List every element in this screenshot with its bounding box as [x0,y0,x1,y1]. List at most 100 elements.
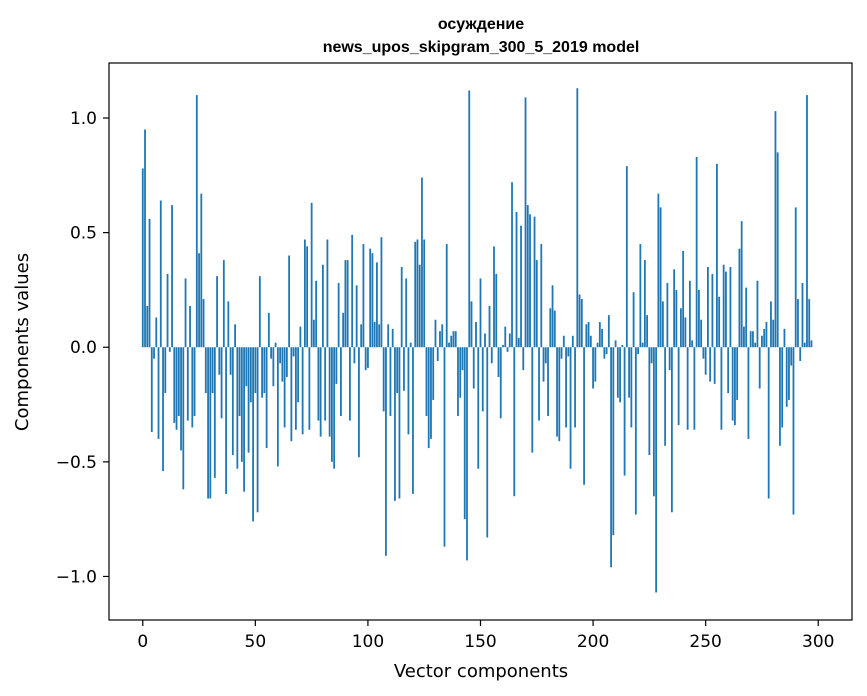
bar-component-6 [155,317,158,348]
bar-component-206 [605,347,608,355]
bar-component-253 [711,273,714,348]
bar-component-219 [634,347,637,515]
x-tick-label: 200 [577,632,609,652]
bar-component-194 [578,294,581,348]
bar-component-56 [267,312,270,348]
bar-component-24 [195,95,198,348]
bar-component-290 [794,207,797,348]
bar-component-297 [810,340,813,348]
bar-component-20 [186,347,189,421]
bar-component-204 [601,328,603,348]
bar-component-19 [184,278,187,348]
bar-component-162 [506,347,509,352]
bar-component-276 [763,328,766,348]
bar-component-180 [547,347,549,416]
bar-component-196 [583,347,585,485]
bar-component-288 [790,347,793,366]
bar-component-280 [772,319,775,348]
bar-component-50 [254,347,257,394]
bar-component-5 [153,347,155,359]
bar-component-106 [380,237,383,348]
bar-component-9 [162,347,164,472]
bar-component-39 [229,347,232,375]
bar-component-296 [808,299,811,348]
bar-component-27 [202,299,205,348]
bar-component-191 [571,335,574,348]
y-tick-label: 0.5 [70,224,97,244]
bar-component-117 [405,278,408,348]
bar-component-189 [567,347,570,357]
bar-component-31 [211,347,214,394]
bar-component-74 [308,347,311,430]
bar-component-47 [247,347,250,453]
bar-component-269 [747,347,750,439]
bar-component-145 [468,90,471,348]
bar-component-233 [666,283,669,348]
bar-component-125 [423,239,426,348]
bar-component-52 [258,276,261,348]
bar-component-250 [704,347,707,375]
bar-component-17 [180,347,182,451]
bar-component-141 [459,347,462,398]
bar-component-25 [198,253,200,348]
bar-component-163 [508,333,511,348]
bar-component-102 [371,253,374,348]
bar-component-97 [360,324,363,348]
bar-component-120 [412,347,414,494]
bar-component-248 [700,319,703,348]
bar-component-130 [434,319,437,348]
bar-component-265 [738,248,741,348]
bar-component-72 [303,239,306,348]
bar-component-16 [177,347,180,416]
x-tick-label: 250 [689,632,721,652]
bar-component-261 [729,267,732,348]
bar-component-272 [754,342,757,348]
bar-component-207 [607,315,610,348]
bar-component-209 [612,347,615,536]
bar-component-108 [385,347,387,556]
y-axis-label: Components values [12,253,33,431]
x-tick-label: 100 [352,632,384,652]
bar-component-57 [270,347,273,359]
bar-component-167 [517,338,520,348]
bar-component-95 [355,285,358,348]
bar-component-84 [331,347,333,462]
bar-component-126 [425,347,428,416]
bar-component-258 [722,264,725,348]
bar-component-217 [630,347,633,428]
bar-component-267 [743,326,745,348]
bar-component-81 [324,347,327,421]
bar-component-131 [436,347,439,361]
bar-component-252 [709,347,712,382]
bar-component-142 [461,347,464,371]
bar-component-15 [175,347,178,430]
bar-component-54 [263,347,266,394]
bar-component-77 [315,280,318,348]
bar-component-61 [279,347,282,364]
bar-component-21 [189,305,191,348]
bar-component-237 [675,289,678,348]
bar-component-138 [452,331,455,348]
bar-component-73 [306,246,309,348]
bar-component-62 [281,347,284,382]
bar-component-65 [288,255,291,348]
y-axis: −1.0 −0.5 0.0 0.5 1.0 [56,109,109,587]
bar-component-289 [792,347,795,515]
bar-component-268 [745,287,748,348]
bar-component-76 [312,319,315,348]
bar-component-238 [677,347,680,426]
y-tick-label: 1.0 [70,109,97,129]
bar-component-150 [479,278,482,348]
bar-component-118 [407,347,410,435]
bar-component-34 [218,347,221,375]
bar-component-157 [495,273,498,348]
bar-component-1 [144,129,146,348]
bar-component-227 [652,347,655,497]
bar-component-42 [236,347,239,469]
bar-component-279 [770,301,772,348]
bar-component-44 [240,347,243,462]
bars-group [141,88,813,593]
bar-component-285 [783,328,786,348]
bar-component-35 [220,347,223,419]
